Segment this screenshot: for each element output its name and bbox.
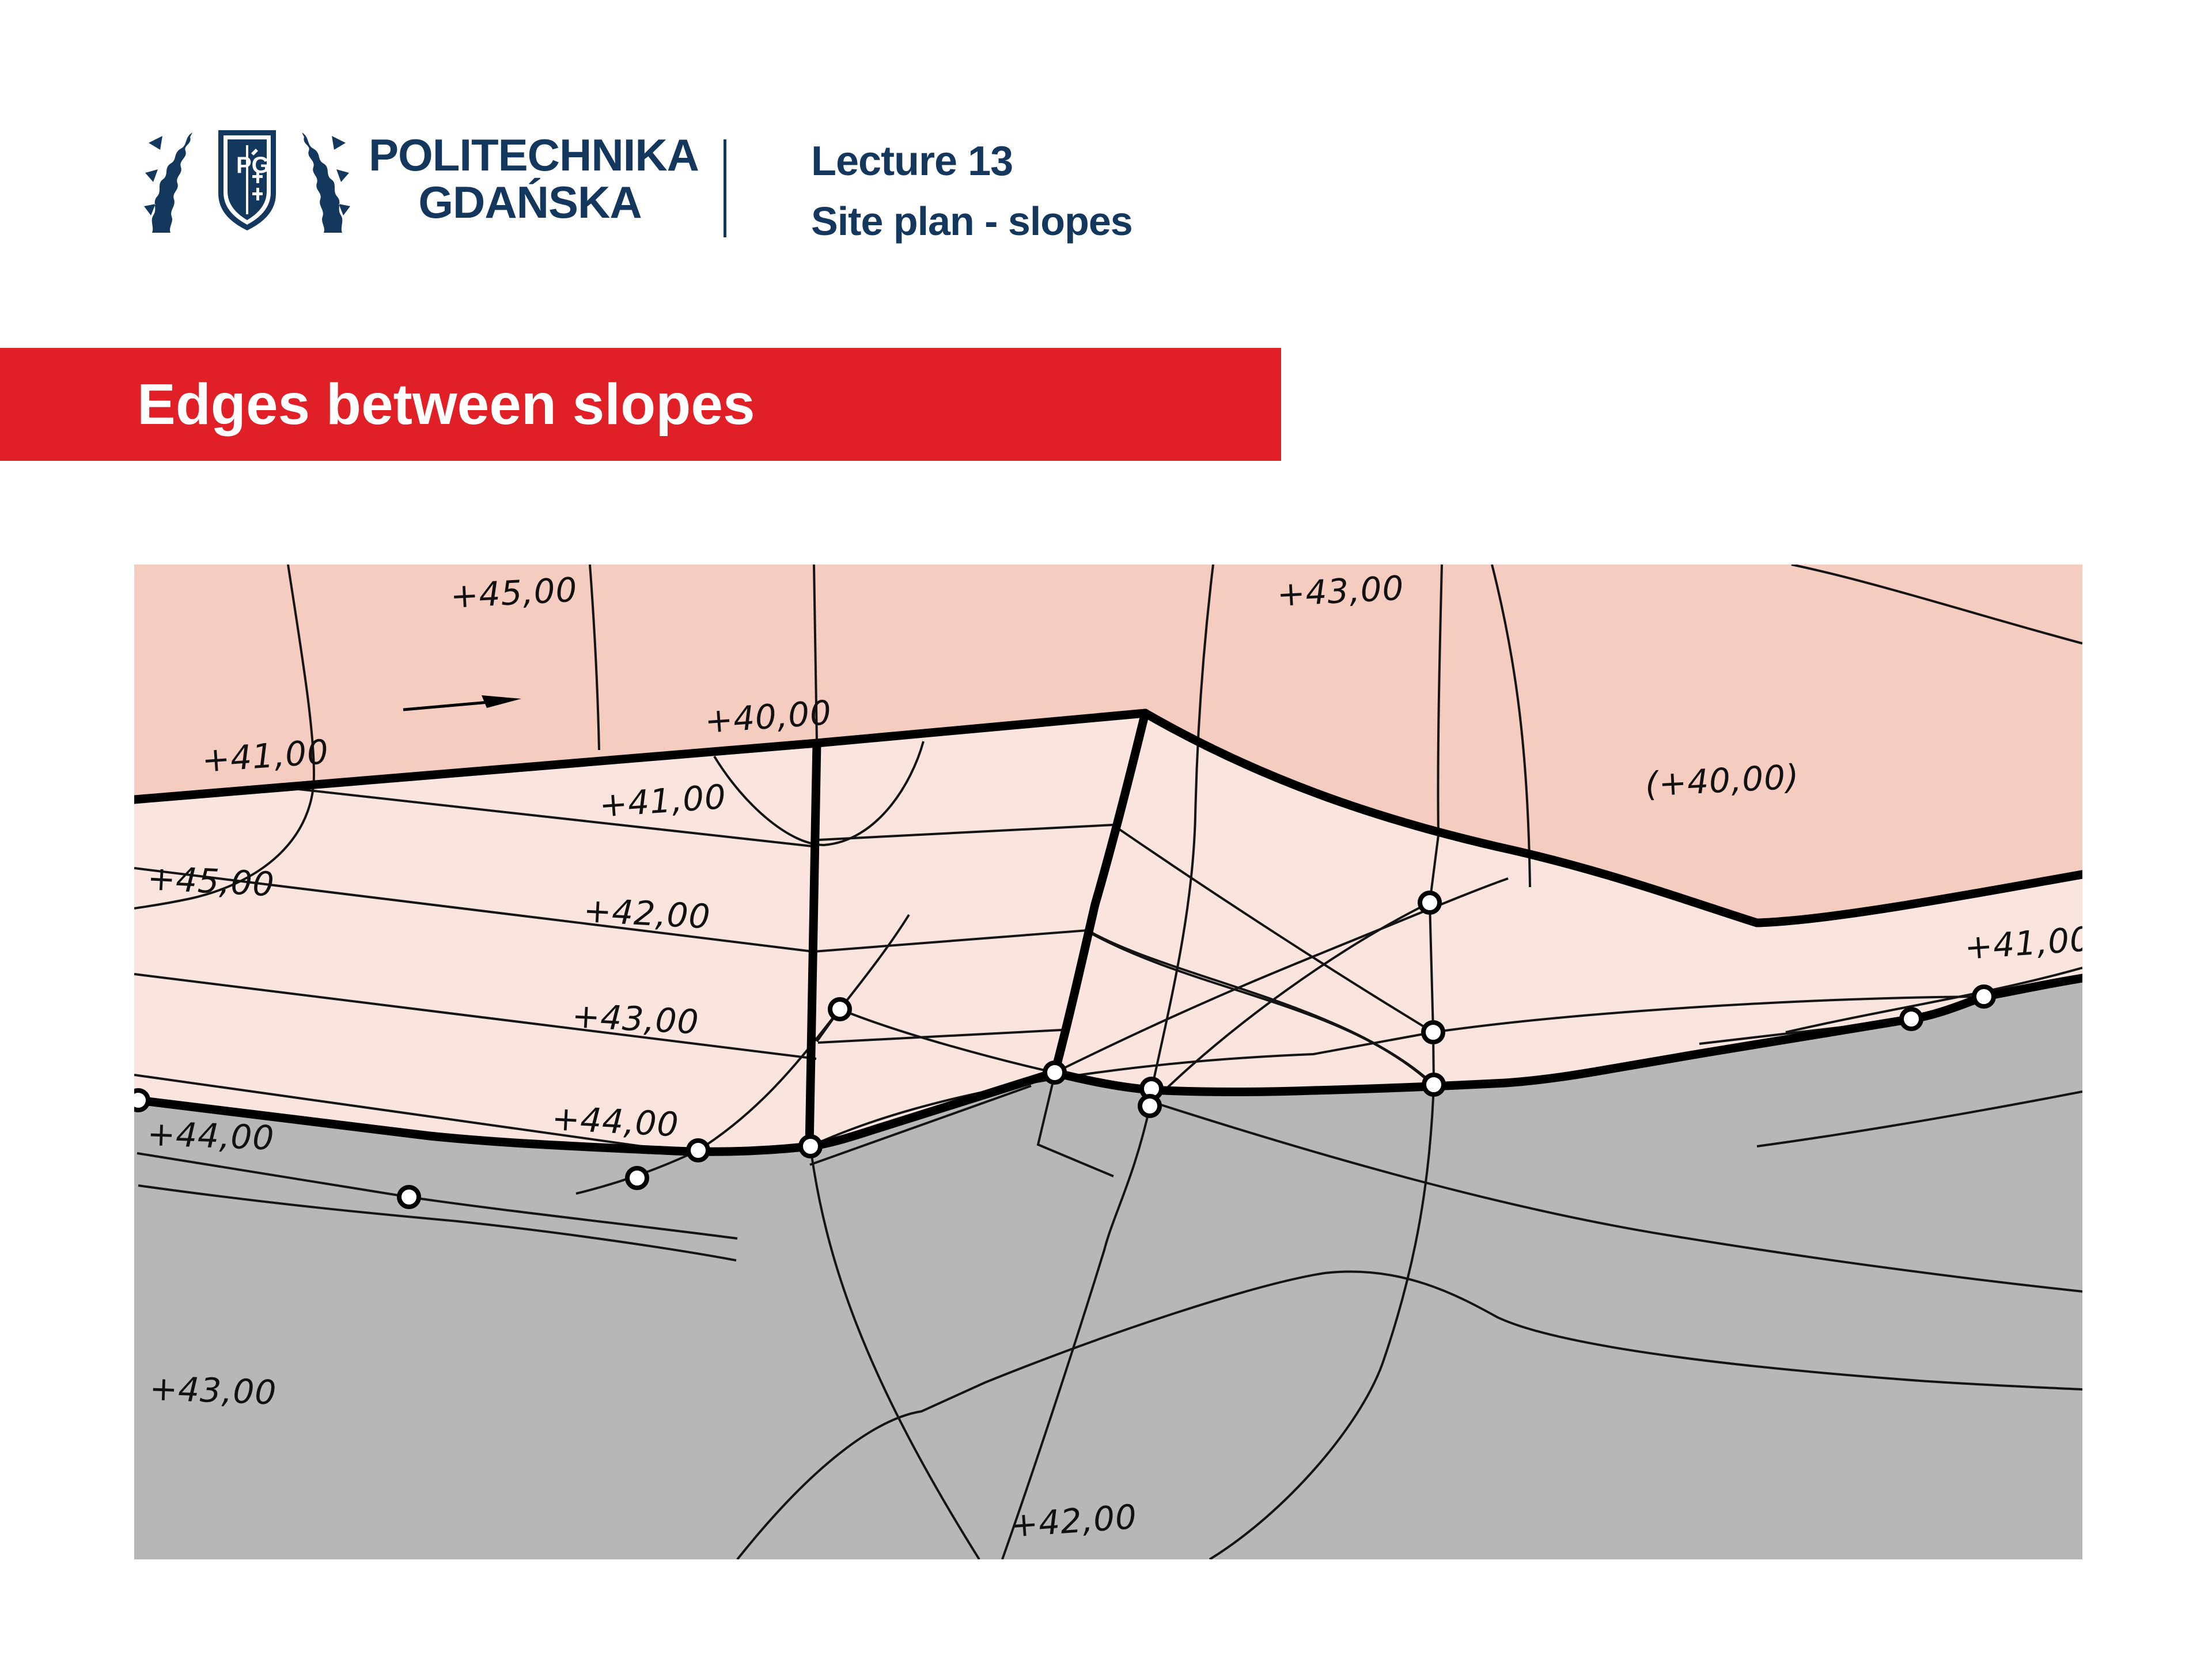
contour-label: +41,00	[200, 732, 330, 780]
node-markers	[134, 891, 1996, 1209]
slope-contour-line	[134, 1074, 663, 1150]
node-marker	[1043, 1060, 1067, 1085]
lion-left-icon	[144, 132, 192, 233]
natural-contour-line	[1491, 565, 1531, 888]
node-marker	[1138, 1094, 1162, 1118]
slope-projection-line	[1054, 877, 1509, 1074]
edge-steep-branch	[1050, 709, 1150, 1077]
slope-projection-line	[1149, 902, 1430, 1105]
edge-top-mid	[812, 709, 1150, 748]
ground-contour-line	[1087, 930, 1435, 1087]
university-logo-icon: PG	[144, 130, 350, 233]
existing-ground-region	[134, 978, 2082, 1559]
natural-contour-line	[713, 741, 925, 847]
contour-label: +42,00	[582, 891, 711, 936]
contour-label: +43,00	[1276, 569, 1405, 614]
contour-label: +41,00	[598, 777, 728, 825]
terrain-regions	[134, 565, 2082, 1559]
slope-projection-line	[1036, 1074, 1114, 1177]
slope-contour-line	[282, 786, 817, 848]
slope-edge-lines	[134, 709, 2082, 1156]
natural-contour-line	[134, 565, 316, 910]
edge-bottom-boundary	[134, 974, 2082, 1156]
node-marker	[1421, 1020, 1445, 1044]
natural-contour-line	[589, 565, 600, 751]
contour-label: +41,00	[1963, 919, 2082, 967]
natural-contour-line	[1791, 565, 2082, 645]
ground-contour-line	[1152, 1101, 2082, 1293]
upper-slope-region	[134, 565, 2082, 921]
edge-vertical	[805, 738, 821, 1151]
contour-label: +44,00	[147, 1114, 275, 1158]
contour-label: (+40,00)	[1644, 757, 1800, 804]
slope-direction-arrow-icon	[403, 695, 521, 711]
ground-contour-line	[736, 1270, 2082, 1559]
section-title: Edges between slopes	[137, 372, 755, 437]
natural-contour-line	[813, 565, 818, 742]
node-marker	[1899, 1007, 1923, 1031]
ground-contour-line	[137, 1152, 738, 1240]
contour-label: +43,00	[149, 1369, 278, 1412]
contour-label: +44,00	[551, 1099, 680, 1144]
lecture-subtitle: Site plan - slopes	[811, 199, 1133, 244]
slope-projection-line	[1785, 967, 2082, 1033]
node-marker	[625, 1166, 649, 1190]
brand-line2: GDAŃSKA	[418, 177, 642, 228]
contour-label: +45,00	[146, 858, 275, 904]
edge-top-curve	[1141, 709, 2082, 927]
node-marker	[686, 1138, 710, 1162]
slope-contour-line	[817, 1029, 1062, 1044]
node-marker	[1972, 984, 1996, 1009]
header-divider	[724, 139, 726, 237]
elevation-labels: +45,00 +43,00 +40,00 +41,00 +41,00 +45,0…	[146, 569, 2082, 1545]
node-marker	[1418, 891, 1442, 915]
slope-contour-line	[818, 824, 1113, 841]
ground-contour-line	[138, 1184, 737, 1262]
node-marker	[798, 1134, 823, 1158]
node-marker	[828, 997, 852, 1021]
contour-label: +40,00	[703, 693, 833, 741]
slope-projection-line	[839, 1008, 1055, 1074]
logo-monogram: PG	[236, 153, 270, 178]
brand-line1: POLITECHNIKA	[369, 130, 699, 180]
lecture-block: Lecture 13 Site plan - slopes	[811, 138, 1133, 244]
ground-contour-line	[809, 1147, 980, 1559]
edge-top-left	[134, 738, 821, 804]
lecture-number: Lecture 13	[811, 138, 1013, 184]
contour-label: +43,00	[571, 996, 700, 1041]
node-marker	[1422, 1073, 1446, 1097]
node-marker	[397, 1185, 421, 1209]
natural-contour-line	[1209, 565, 1443, 1559]
node-marker	[134, 1088, 150, 1112]
brand-name: POLITECHNIKA GDAŃSKA	[369, 130, 699, 235]
contour-label: +42,00	[1009, 1497, 1138, 1545]
ground-contour-line	[1756, 1090, 2082, 1147]
slope-projection-line	[1112, 824, 1434, 1033]
contour-label: +45,00	[449, 570, 578, 616]
slope-contour-line	[134, 973, 817, 1060]
lion-right-icon	[302, 132, 350, 233]
slope-projection-line	[809, 1085, 1032, 1166]
site-plan-diagram: +45,00 +43,00 +40,00 +41,00 +41,00 +45,0…	[134, 565, 2082, 1559]
section-banner: Edges between slopes	[0, 348, 1281, 461]
